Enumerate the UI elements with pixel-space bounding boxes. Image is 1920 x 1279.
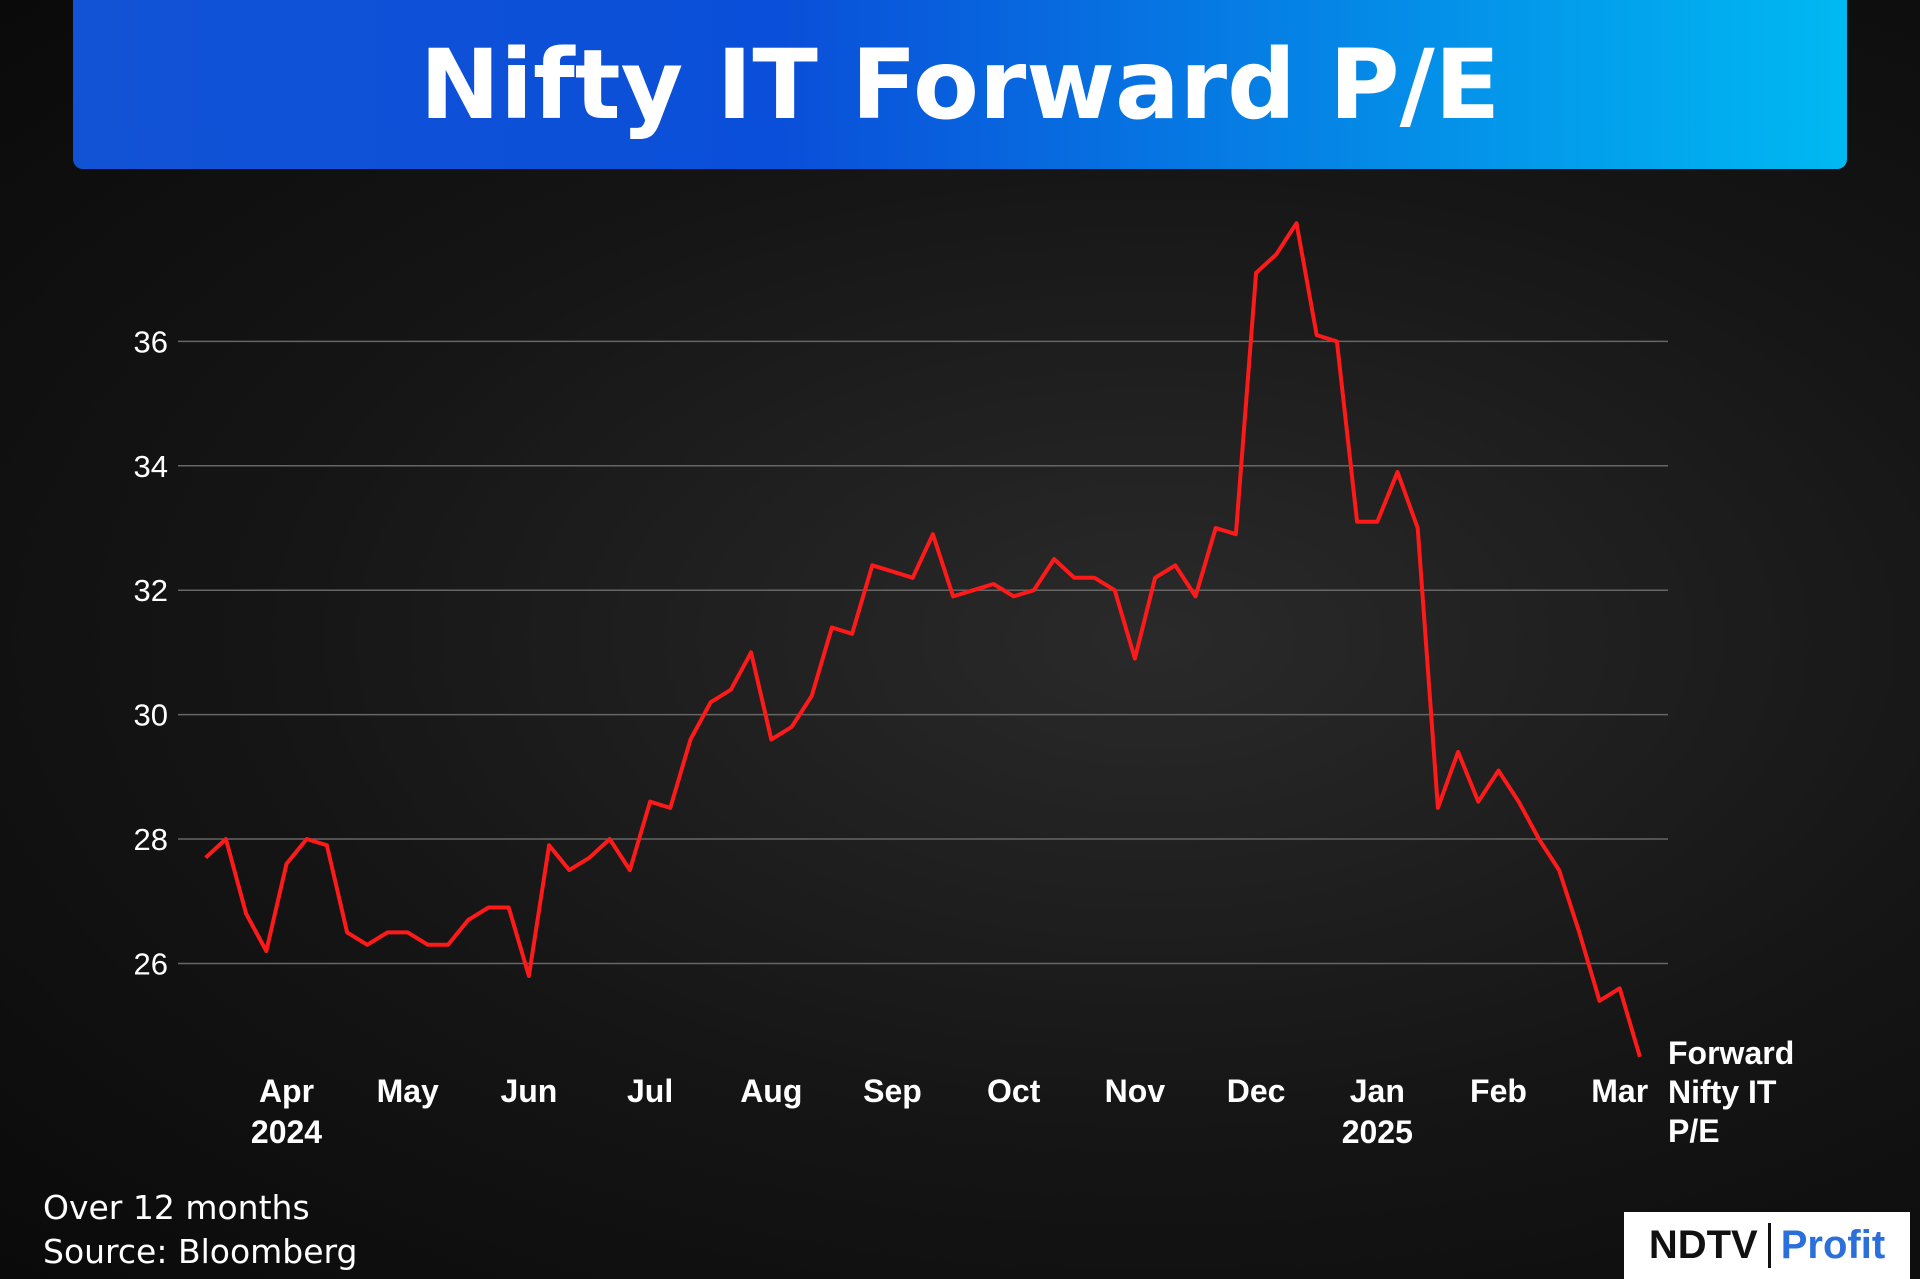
x-tick-label: Sep (863, 1073, 922, 1109)
subtitle: Over 12 months (43, 1188, 310, 1227)
x-tick-label: Jan 2025 (1342, 1073, 1413, 1150)
logo: NDTV Profit (1624, 1212, 1910, 1279)
x-tick-label: Oct (987, 1073, 1041, 1109)
logo-text: Profit (1780, 1223, 1886, 1267)
y-tick-label: 34 (134, 449, 168, 484)
source: Source: Bloomberg (43, 1232, 358, 1271)
y-tick-label: 30 (134, 698, 168, 733)
x-tick-label: Jun (500, 1073, 557, 1109)
x-tick-label: Feb (1470, 1073, 1527, 1109)
x-tick-label: Mar (1591, 1073, 1648, 1109)
y-tick-label: 28 (134, 822, 168, 857)
line (204, 221, 1642, 1058)
x-tick-label: Apr 2024 (251, 1073, 322, 1150)
x-tick-label: Dec (1227, 1073, 1286, 1109)
x-tick-label: Jul (627, 1073, 673, 1109)
chart-title: Nifty IT Forward P/E (73, 0, 1847, 169)
y-tick-label: 36 (134, 324, 168, 359)
x-tick-label: May (377, 1073, 439, 1109)
x-tick-label: Nov (1105, 1073, 1166, 1109)
y-tick-label: 26 (134, 946, 168, 981)
y-tick-label: 32 (134, 573, 168, 608)
legend-entry: Forward Nifty IT P/E (1668, 1035, 1795, 1149)
logo-text: NDTV (1649, 1223, 1771, 1268)
x-tick-label: Aug (740, 1073, 802, 1109)
